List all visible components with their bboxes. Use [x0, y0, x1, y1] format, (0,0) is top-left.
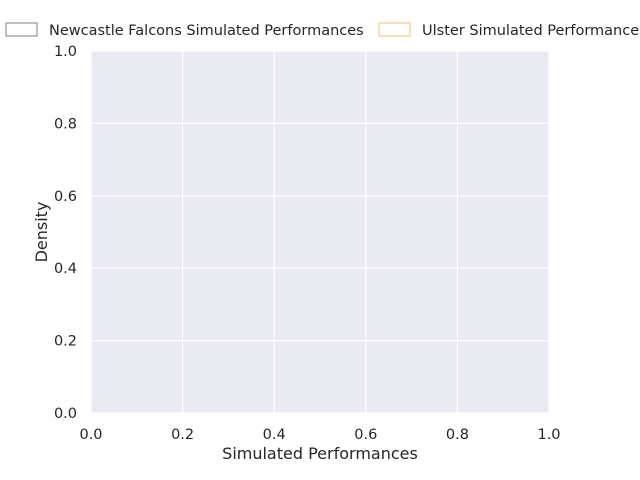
- x-tick-label: 0.6: [354, 427, 377, 443]
- y-axis-ticks: 0.0 0.2 0.4 0.6 0.8 1.0: [54, 44, 77, 422]
- x-tick-label: 0.8: [446, 427, 469, 443]
- y-tick-label: 0.8: [54, 116, 77, 132]
- y-axis-label: Density: [32, 202, 51, 263]
- y-tick-label: 0.2: [54, 334, 77, 350]
- y-tick-label: 0.0: [54, 406, 77, 422]
- y-tick-label: 0.4: [54, 261, 77, 277]
- legend-swatch-newcastle-falcons: [5, 22, 38, 37]
- legend-swatch-ulster: [378, 22, 411, 37]
- x-tick-label: 0.0: [79, 427, 102, 443]
- legend: Newcastle Falcons Simulated Performances…: [5, 22, 640, 39]
- x-axis-label: Simulated Performances: [222, 444, 418, 463]
- x-axis-ticks: 0.0 0.2 0.4 0.6 0.8 1.0: [79, 427, 560, 443]
- plot-area: [91, 51, 549, 413]
- x-tick-label: 0.4: [263, 427, 286, 443]
- grid-lines: [90, 50, 550, 414]
- legend-label-ulster: Ulster Simulated Performances: [422, 23, 640, 39]
- x-tick-label: 0.2: [171, 427, 194, 443]
- x-tick-label: 1.0: [537, 427, 560, 443]
- legend-label-newcastle-falcons: Newcastle Falcons Simulated Performances: [49, 23, 364, 39]
- y-tick-label: 0.6: [54, 189, 77, 205]
- y-tick-label: 1.0: [54, 44, 77, 60]
